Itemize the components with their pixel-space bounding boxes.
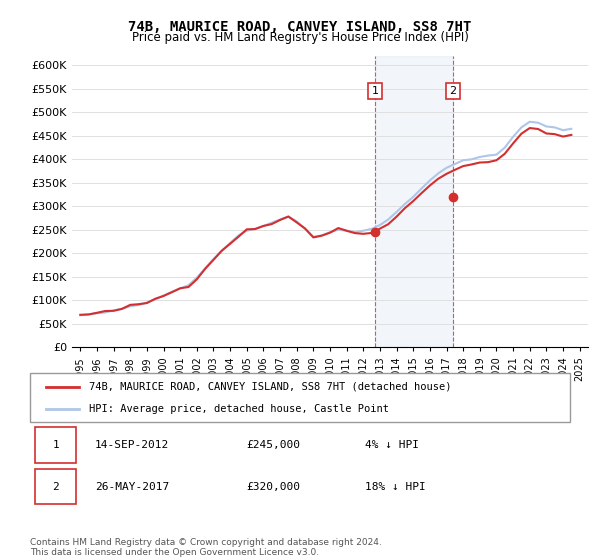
Text: 2: 2 [449, 86, 457, 96]
Text: 2: 2 [52, 482, 59, 492]
FancyBboxPatch shape [35, 469, 76, 505]
FancyBboxPatch shape [30, 373, 570, 422]
Text: 4% ↓ HPI: 4% ↓ HPI [365, 440, 419, 450]
Text: 74B, MAURICE ROAD, CANVEY ISLAND, SS8 7HT: 74B, MAURICE ROAD, CANVEY ISLAND, SS8 7H… [128, 20, 472, 34]
Text: £320,000: £320,000 [246, 482, 300, 492]
Text: 1: 1 [371, 86, 379, 96]
Text: 26-MAY-2017: 26-MAY-2017 [95, 482, 169, 492]
Text: HPI: Average price, detached house, Castle Point: HPI: Average price, detached house, Cast… [89, 404, 389, 414]
Text: 18% ↓ HPI: 18% ↓ HPI [365, 482, 425, 492]
Text: 14-SEP-2012: 14-SEP-2012 [95, 440, 169, 450]
Text: Contains HM Land Registry data © Crown copyright and database right 2024.
This d: Contains HM Land Registry data © Crown c… [30, 538, 382, 557]
Text: Price paid vs. HM Land Registry's House Price Index (HPI): Price paid vs. HM Land Registry's House … [131, 31, 469, 44]
Text: 1: 1 [52, 440, 59, 450]
Text: 74B, MAURICE ROAD, CANVEY ISLAND, SS8 7HT (detached house): 74B, MAURICE ROAD, CANVEY ISLAND, SS8 7H… [89, 381, 452, 391]
FancyBboxPatch shape [35, 427, 76, 463]
Text: £245,000: £245,000 [246, 440, 300, 450]
Bar [375, 56, 453, 347]
